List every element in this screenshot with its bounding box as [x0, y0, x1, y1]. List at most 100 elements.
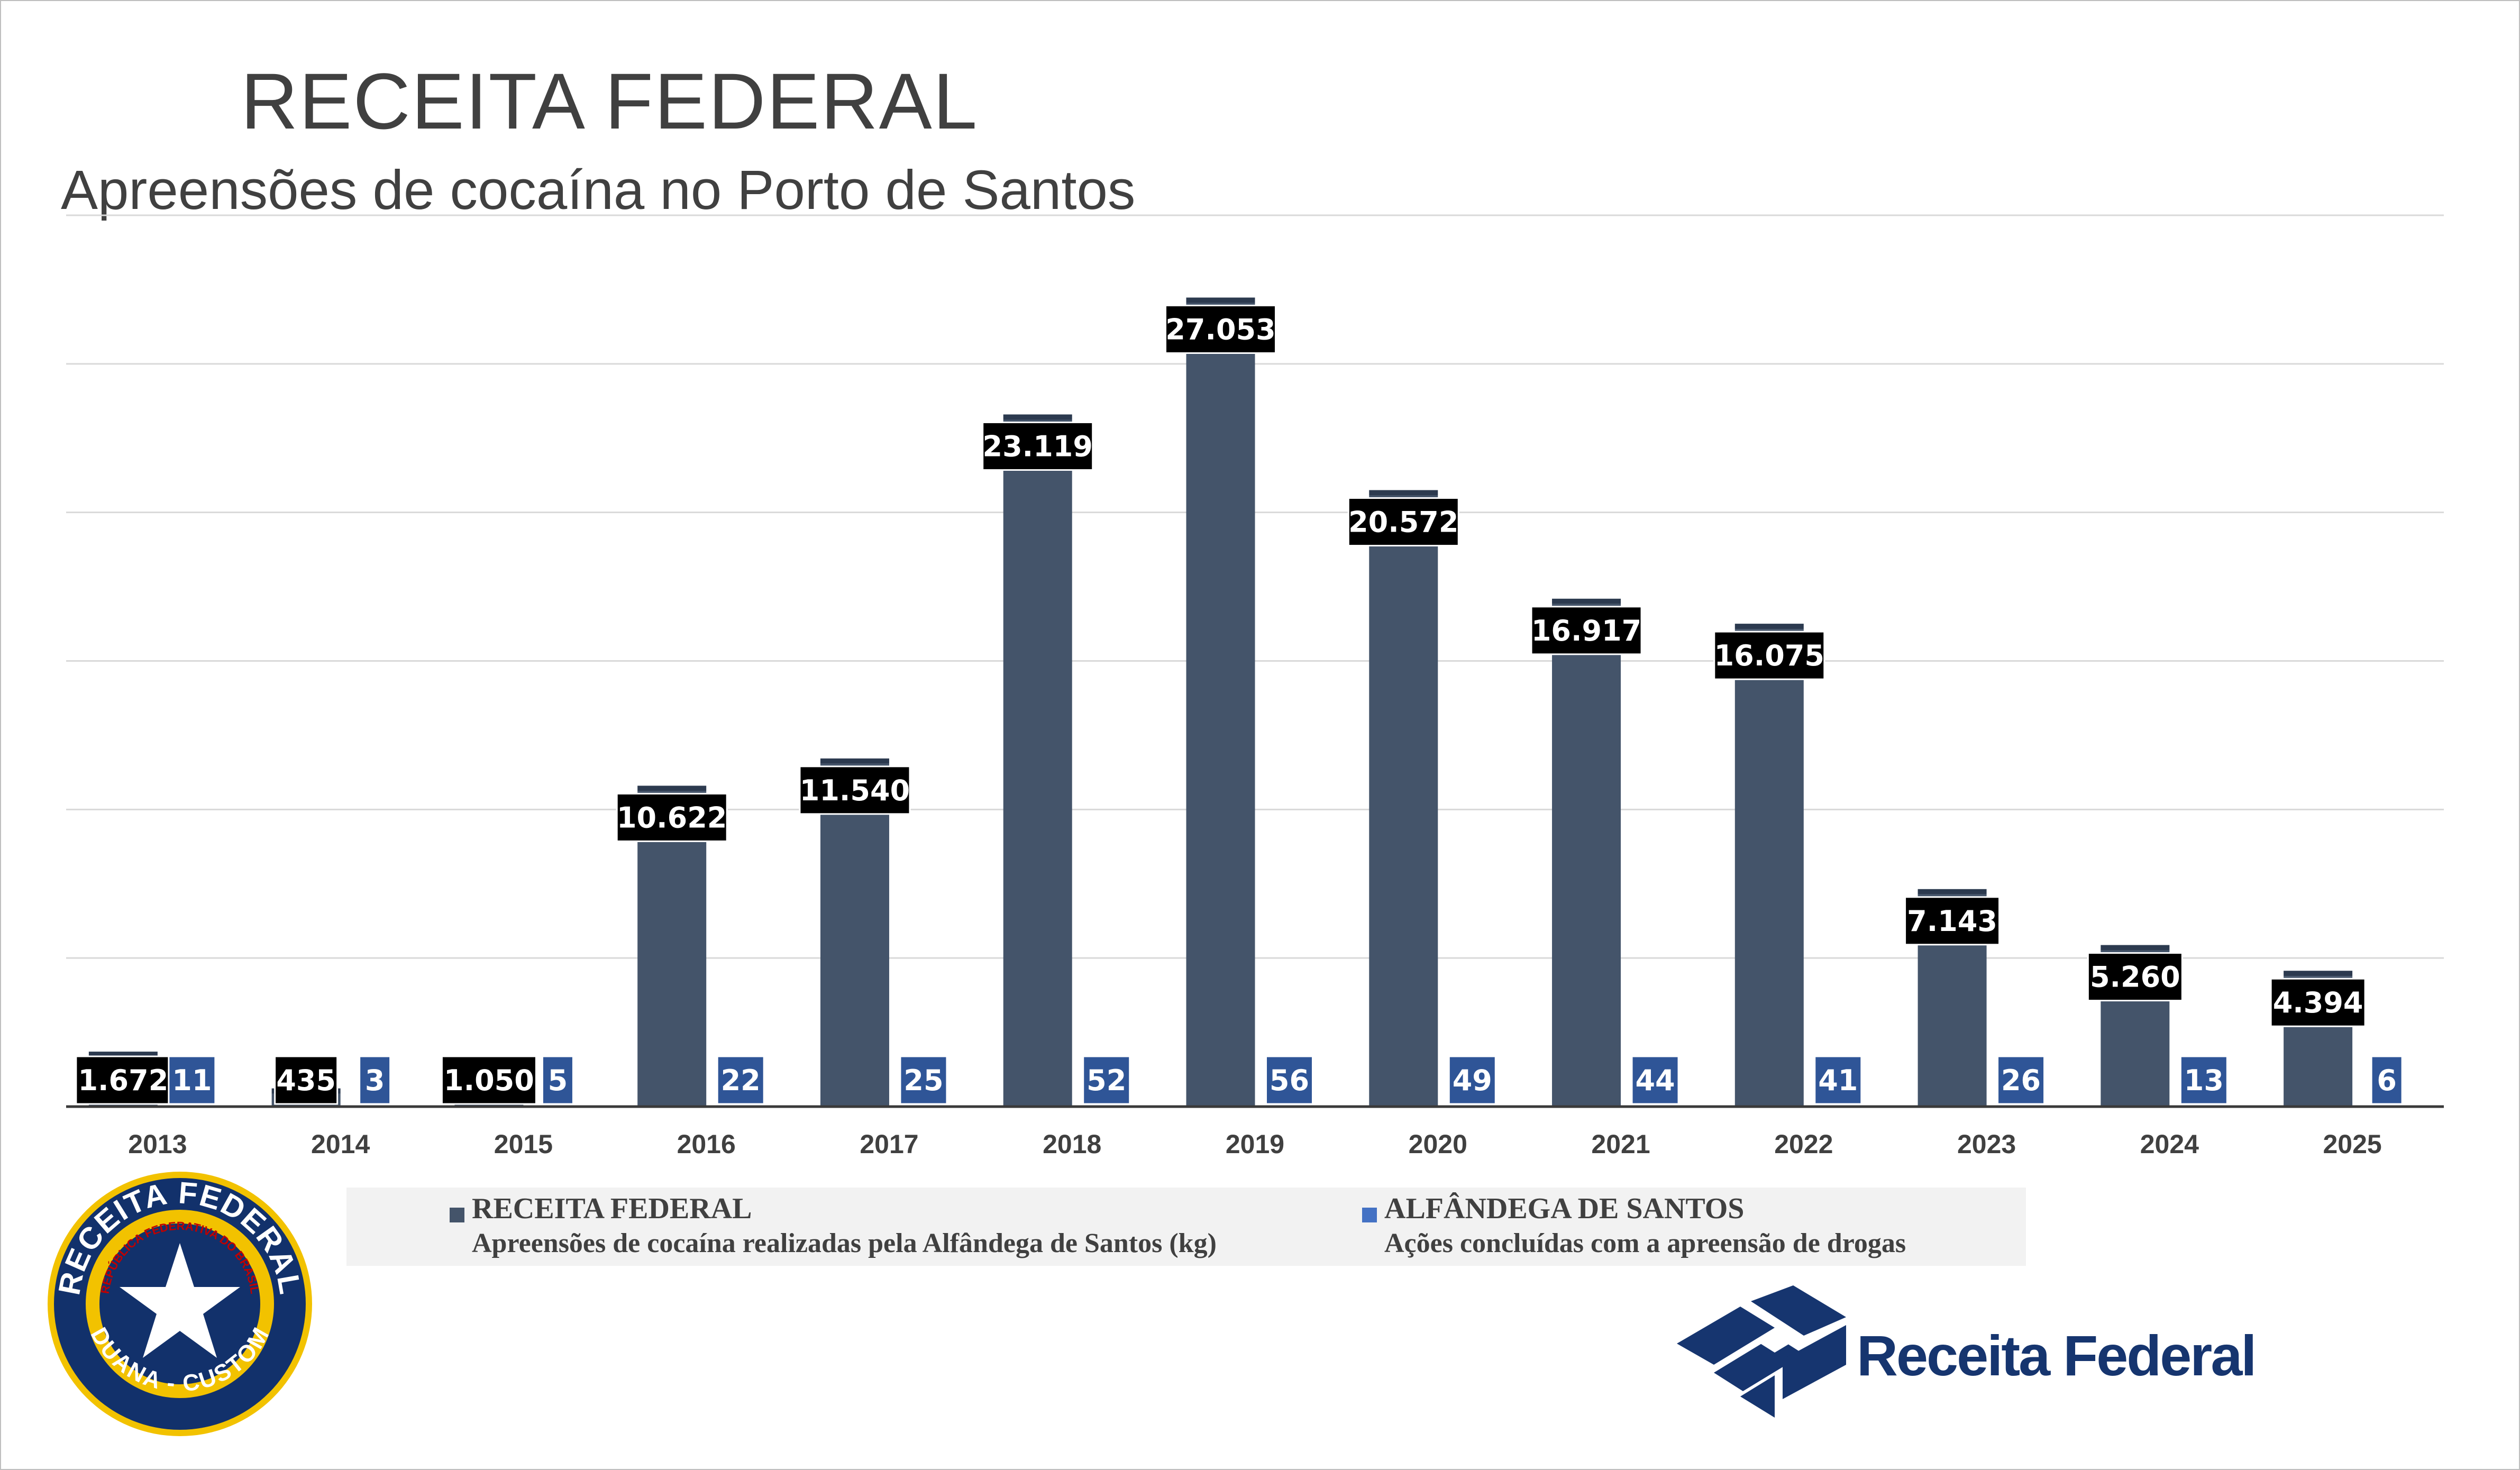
- data-label-alfandega-bg: [1082, 1055, 1131, 1105]
- x-tick-label: 2025: [2323, 1129, 2381, 1159]
- data-label-receita: 27.053: [1165, 313, 1275, 346]
- data-label-alfandega: 6: [2377, 1064, 2397, 1097]
- data-label-receita-bg: [1530, 606, 1642, 655]
- data-label-alfandega: 25: [903, 1064, 943, 1097]
- bar-cap: [820, 758, 889, 764]
- data-label-receita: 10.622: [617, 801, 727, 834]
- bar-cap: [88, 1052, 158, 1057]
- bar-cap: [1186, 297, 1255, 303]
- receita-federal-emblem-icon: [1677, 1285, 1846, 1418]
- x-tick-label: 2019: [1226, 1129, 1284, 1159]
- bar-receita-federal: [1369, 495, 1438, 1107]
- x-tick-label: 2017: [860, 1129, 918, 1159]
- data-label-receita-bg: [616, 792, 728, 842]
- data-labels: 1.672 11 435 3 1.050 5 10.622 22 11.540 25 23.119 5…: [75, 305, 2403, 1105]
- data-label-receita-bg: [1713, 631, 1825, 680]
- data-label-receita: 1.672: [78, 1064, 168, 1097]
- bar-cap: [2101, 945, 2170, 951]
- x-tick-label: 2022: [1774, 1129, 1833, 1159]
- data-label-receita: 11.540: [800, 774, 910, 807]
- data-label-alfandega-bg: [716, 1055, 765, 1105]
- data-label-receita: 23.119: [983, 430, 1093, 463]
- legend-swatch-dark: [450, 1208, 464, 1222]
- data-label-alfandega-bg: [1814, 1055, 1862, 1105]
- x-tick-label: 2014: [311, 1129, 370, 1159]
- data-label-alfandega: 44: [1635, 1064, 1675, 1097]
- chart-legend: RECEITA FEDERAL Apreensões de cocaína re…: [346, 1188, 2026, 1266]
- x-tick-label: 2023: [1957, 1129, 2016, 1159]
- data-label-alfandega: 11: [172, 1064, 212, 1097]
- data-label-alfandega-bg: [1997, 1055, 2046, 1105]
- data-label-receita: 16.917: [1531, 614, 1641, 647]
- data-label-alfandega-bg: [1631, 1055, 1679, 1105]
- data-label-alfandega: 52: [1086, 1064, 1126, 1097]
- legend-description: Apreensões de cocaína realizadas pela Al…: [472, 1228, 1217, 1258]
- data-label-alfandega-bg: [899, 1055, 948, 1105]
- data-label-alfandega-bg: [168, 1055, 216, 1105]
- data-label-alfandega-bg: [541, 1055, 574, 1105]
- x-tick-label: 2018: [1043, 1129, 1101, 1159]
- data-label-receita-bg: [1904, 896, 2001, 946]
- legend-name: ALFÂNDEGA DE SANTOS: [1384, 1192, 1745, 1225]
- bar-series: [88, 297, 2353, 1107]
- data-label-alfandega-bg: [1265, 1055, 1313, 1105]
- bar-cap: [637, 786, 707, 791]
- x-tick-label: 2016: [677, 1129, 736, 1159]
- bar-receita-federal: [1003, 419, 1072, 1107]
- bar-cap: [1369, 490, 1438, 496]
- bar-cap: [1918, 889, 1987, 894]
- bar-cap: [2284, 971, 2353, 976]
- aduana-seal-logo: RECEITA FEDERAL REPÚBLICA FEDERATIVA DO …: [42, 1166, 312, 1436]
- data-label-alfandega-bg: [2179, 1055, 2228, 1105]
- page-title: RECEITA FEDERAL: [241, 57, 979, 145]
- legend-description: Ações concluídas com a apreensão de drog…: [1384, 1228, 1906, 1258]
- bar-cap: [1003, 414, 1072, 420]
- data-label-alfandega: 49: [1453, 1064, 1492, 1097]
- data-label-alfandega: 56: [1270, 1064, 1309, 1097]
- data-label-receita-bg: [2270, 978, 2366, 1027]
- data-label-alfandega-bg: [1448, 1055, 1496, 1105]
- data-label-alfandega: 22: [721, 1064, 761, 1097]
- data-label-alfandega: 41: [1818, 1064, 1858, 1097]
- data-label-receita: 20.572: [1348, 506, 1458, 539]
- data-label-receita: 16.075: [1714, 639, 1824, 672]
- data-label-receita-bg: [799, 765, 911, 815]
- bar-receita-federal: [637, 791, 707, 1107]
- data-label-receita: 7.143: [1907, 905, 1997, 938]
- bar-chart: 1.672 11 435 3 1.050 5 10.622 22 11.540 25 23.119 5…: [66, 214, 2444, 1159]
- data-label-receita-bg: [982, 421, 1094, 471]
- receita-federal-logo: Receita Federal: [1677, 1285, 2257, 1418]
- bar-receita-federal: [1734, 629, 1804, 1107]
- x-tick-label: 2013: [128, 1129, 187, 1159]
- bar-receita-federal: [1552, 604, 1621, 1107]
- star-icon: [120, 1243, 240, 1358]
- bar-receita-federal: [1186, 303, 1255, 1107]
- data-label-receita: 1.050: [444, 1064, 534, 1097]
- data-label-alfandega-bg: [2370, 1055, 2403, 1105]
- x-tick-label: 2020: [1409, 1129, 1467, 1159]
- bar-cap: [1734, 624, 1804, 629]
- logo-wordmark: Receita Federal: [1857, 1323, 2257, 1387]
- x-tick-label: 2021: [1591, 1129, 1650, 1159]
- data-label-alfandega: 3: [365, 1064, 385, 1097]
- data-label-receita-bg: [1347, 497, 1459, 547]
- x-tick-label: 2015: [494, 1129, 553, 1159]
- data-label-alfandega: 13: [2184, 1064, 2224, 1097]
- x-tick-label: 2024: [2140, 1129, 2199, 1159]
- bar-receita-federal: [820, 763, 889, 1107]
- data-label-receita: 5.260: [2090, 961, 2180, 994]
- bar-cap: [1552, 598, 1621, 604]
- data-label-receita-bg: [2087, 952, 2183, 1002]
- data-label-receita-bg: [441, 1055, 537, 1105]
- legend-swatch-blue: [1362, 1208, 1377, 1222]
- data-label-receita: 4.394: [2273, 986, 2363, 1019]
- data-label-alfandega: 26: [2001, 1064, 2041, 1097]
- data-label-receita-bg: [274, 1055, 339, 1105]
- data-label-alfandega-bg: [359, 1055, 391, 1105]
- data-label-receita-bg: [1165, 305, 1276, 354]
- legend-name: RECEITA FEDERAL: [472, 1192, 752, 1225]
- data-label-alfandega: 5: [548, 1064, 568, 1097]
- chart-subtitle: Apreensões de cocaína no Porto de Santos: [61, 159, 1136, 221]
- data-label-receita: 435: [276, 1064, 336, 1097]
